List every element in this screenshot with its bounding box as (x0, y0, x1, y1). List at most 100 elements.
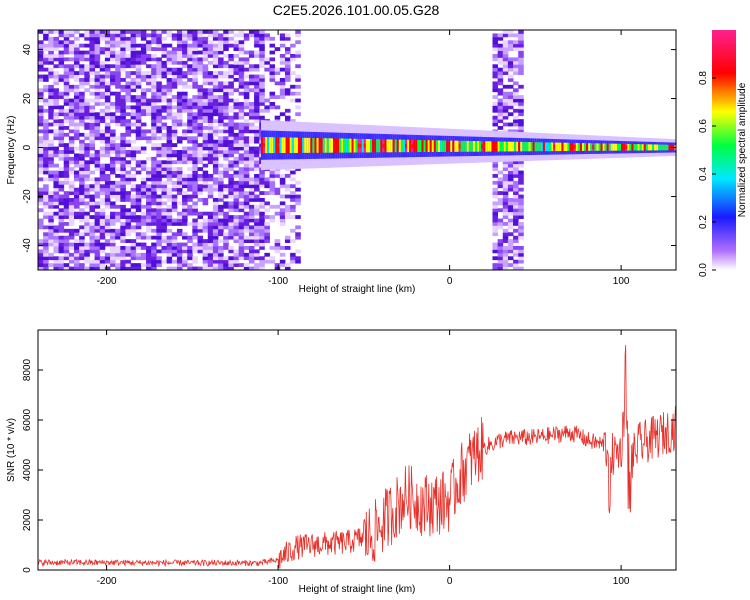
heatmap-cell (130, 43, 137, 48)
heatmap-cell (243, 143, 250, 147)
heatmap-cell (48, 47, 54, 51)
heatmap-cell (115, 57, 121, 62)
heatmap-cell (176, 211, 183, 216)
heatmap-cell (146, 198, 152, 202)
heatmap-cell (161, 84, 168, 89)
heatmap-cell (166, 235, 173, 240)
heatmap-cell (212, 50, 219, 55)
heatmap-cell (120, 167, 126, 171)
heatmap-cell (522, 141, 525, 152)
heatmap-cell (58, 40, 65, 45)
heatmap-cell (212, 64, 219, 69)
heatmap-cell (218, 184, 224, 189)
heatmap-cell (243, 160, 250, 165)
heatmap-cell (38, 112, 44, 117)
heatmap-cell (238, 91, 245, 96)
heatmap-cell (197, 122, 204, 127)
heatmap-cell (238, 191, 245, 195)
heatmap-cell (79, 119, 85, 123)
heatmap-cell (68, 64, 75, 69)
heatmap-cell (513, 215, 519, 219)
heatmap-cell (156, 126, 162, 130)
heatmap-cell (374, 139, 377, 153)
heatmap-cell (604, 143, 608, 151)
heatmap-cell (94, 91, 101, 96)
heatmap-cell (125, 64, 132, 69)
heatmap-cell (248, 81, 255, 86)
heatmap-cell (248, 184, 255, 189)
heatmap-cell (238, 194, 245, 199)
heatmap-cell (74, 252, 80, 257)
heatmap-cell (544, 142, 548, 152)
heatmap-cell (135, 150, 142, 154)
heatmap-cell (146, 194, 152, 199)
heatmap-cell (79, 98, 85, 103)
heatmap-cell (156, 232, 162, 237)
heatmap-cell (606, 143, 610, 151)
heatmap-cell (248, 112, 255, 117)
heatmap-cell (146, 208, 152, 213)
heatmap-cell (248, 67, 255, 72)
heatmap-cell (492, 84, 499, 89)
heatmap-cell (326, 138, 330, 153)
heatmap-cell (84, 218, 90, 223)
heatmap-cell (228, 64, 234, 69)
heatmap-cell (290, 204, 296, 209)
heatmap-cell (79, 108, 85, 113)
heatmap-cell (233, 194, 240, 199)
heatmap-cell (197, 40, 204, 45)
heatmap-cell (492, 115, 499, 120)
heatmap-cell (120, 33, 126, 38)
heatmap-cell (248, 239, 255, 243)
heatmap-cell (497, 225, 504, 230)
heatmap-cell (58, 30, 65, 34)
heatmap-cell (94, 47, 101, 51)
heatmap-cell (68, 266, 75, 270)
heatmap-cell (130, 129, 137, 134)
heatmap-cell (79, 201, 85, 206)
heatmap-cell (575, 142, 579, 151)
heatmap-cell (63, 153, 70, 158)
heatmap-cell (79, 198, 85, 202)
heatmap-cell (63, 146, 70, 151)
heatmap-cell (176, 174, 183, 178)
heatmap-cell (279, 91, 286, 96)
heatmap-cell (218, 249, 224, 254)
heatmap-cell (507, 218, 514, 223)
heatmap-cell (228, 174, 234, 178)
heatmap-cell (161, 143, 168, 147)
heatmap-cell (295, 180, 301, 185)
colorbar-tick-label: 0.8 (698, 71, 709, 85)
heatmap-cell (125, 191, 132, 195)
heatmap-cell (390, 139, 393, 153)
heatmap-cell (161, 153, 168, 158)
heatmap-cell (233, 170, 240, 175)
heatmap-cell (38, 60, 44, 65)
heatmap-cell (207, 119, 214, 123)
heatmap-cell (156, 160, 162, 165)
heatmap-cell (84, 54, 90, 58)
heatmap-cell (166, 163, 173, 168)
heatmap-cell (202, 180, 209, 185)
heatmap-cell (120, 150, 126, 154)
heatmap-cell (182, 60, 188, 65)
heatmap-cell (58, 167, 65, 171)
heatmap-cell (502, 47, 509, 51)
heatmap-cell (140, 132, 147, 137)
heatmap-cell (202, 98, 209, 103)
heatmap-cell (197, 91, 204, 96)
heatmap-cell (259, 84, 265, 89)
heatmap-cell (130, 187, 137, 192)
heatmap-cell (38, 187, 44, 192)
snr-x-ticks: -200 -100 0 100 (97, 330, 630, 587)
heatmap-cell (518, 246, 524, 250)
heatmap-cell (264, 228, 270, 233)
heatmap-cell (94, 187, 101, 192)
heatmap-cell (74, 64, 80, 69)
heatmap-cell (197, 33, 204, 38)
heatmap-cell (89, 60, 95, 65)
heatmap-cell (518, 129, 524, 134)
heatmap-cell (156, 215, 162, 219)
heatmap-cell (212, 249, 219, 254)
heatmap-cell (243, 112, 250, 117)
